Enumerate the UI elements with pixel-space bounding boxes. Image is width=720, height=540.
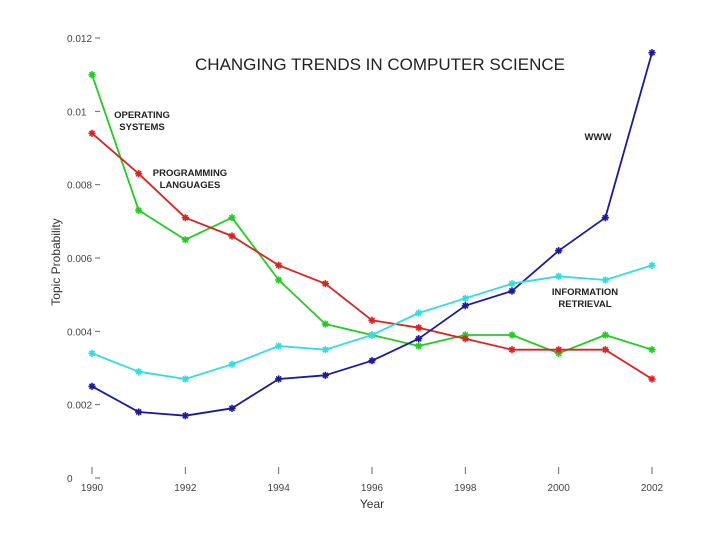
data-point <box>415 324 423 332</box>
data-point <box>415 342 423 350</box>
data-point <box>321 280 329 288</box>
y-tick-label: 0.01 <box>67 107 87 118</box>
x-tick-label: 1994 <box>268 483 291 494</box>
x-tick-label: 1990 <box>81 483 104 494</box>
data-point <box>415 335 423 343</box>
data-point <box>648 261 656 269</box>
data-point <box>228 360 236 368</box>
data-point <box>648 49 656 57</box>
data-point <box>275 375 283 383</box>
y-axis-title: Topic Probability <box>49 218 63 305</box>
y-tick-label: 0 <box>67 474 73 485</box>
data-point <box>275 261 283 269</box>
series-line <box>91 74 653 355</box>
data-point <box>88 349 96 357</box>
data-point <box>368 331 376 339</box>
data-point <box>228 404 236 412</box>
data-point <box>135 206 143 214</box>
data-point <box>601 276 609 284</box>
series-annotation: PROGRAMMING LANGUAGES <box>153 168 227 191</box>
data-point <box>181 412 189 420</box>
data-point <box>228 232 236 240</box>
data-point <box>321 320 329 328</box>
data-point <box>601 331 609 339</box>
data-point <box>555 272 563 280</box>
data-point <box>648 375 656 383</box>
data-point <box>88 129 96 137</box>
data-point <box>601 346 609 354</box>
series-programming-languages <box>88 129 656 383</box>
series-annotations: OPERATING SYSTEMS PROGRAMMING LANGUAGES WWW I… <box>114 110 618 310</box>
x-tick-label: 2000 <box>548 483 571 494</box>
x-tick-label: 1998 <box>454 483 477 494</box>
series-annotation: WWW <box>585 132 612 143</box>
x-tick-label: 1996 <box>361 483 384 494</box>
data-point <box>321 346 329 354</box>
data-point <box>275 276 283 284</box>
data-point <box>461 335 469 343</box>
data-point <box>508 287 516 295</box>
x-axis-title: Year <box>360 497 384 511</box>
data-point <box>181 214 189 222</box>
data-point <box>135 408 143 416</box>
data-point <box>321 371 329 379</box>
x-tick-label: 2002 <box>641 483 664 494</box>
y-tick-label: 0.004 <box>67 327 92 338</box>
data-point <box>461 294 469 302</box>
data-point <box>368 357 376 365</box>
series-annotation: INFORMATION RETRIEVAL <box>552 287 618 310</box>
data-point <box>135 368 143 376</box>
x-tick-label: 1992 <box>174 483 197 494</box>
data-point <box>275 342 283 350</box>
data-point <box>555 247 563 255</box>
data-point <box>181 236 189 244</box>
y-tick-label: 0.008 <box>67 181 92 192</box>
data-point <box>181 375 189 383</box>
series-information-retrieval <box>88 261 656 383</box>
series-annotation: OPERATING SYSTEMS <box>114 110 170 133</box>
y-axis-ticks: 0 0.002 0.004 0.006 0.008 0.01 0.012 <box>67 34 100 485</box>
series-operating-systems <box>88 71 656 357</box>
data-point <box>555 346 563 354</box>
data-point <box>368 316 376 324</box>
series-layer <box>88 49 656 420</box>
y-tick-label: 0.012 <box>67 34 92 45</box>
data-point <box>228 214 236 222</box>
data-point <box>648 346 656 354</box>
data-point <box>508 280 516 288</box>
y-tick-label: 0.002 <box>67 401 92 412</box>
data-point <box>135 170 143 178</box>
data-point <box>508 331 516 339</box>
chart-title: CHANGING TRENDS IN COMPUTER SCIENCE <box>195 55 565 74</box>
data-point <box>601 214 609 222</box>
series-www <box>88 49 656 420</box>
data-point <box>88 71 96 79</box>
y-tick-label: 0.006 <box>67 254 92 265</box>
data-point <box>461 302 469 310</box>
x-axis-ticks: 1990 1992 1994 1996 1998 2000 2002 <box>81 467 664 494</box>
data-point <box>415 309 423 317</box>
data-point <box>88 382 96 390</box>
data-point <box>508 346 516 354</box>
